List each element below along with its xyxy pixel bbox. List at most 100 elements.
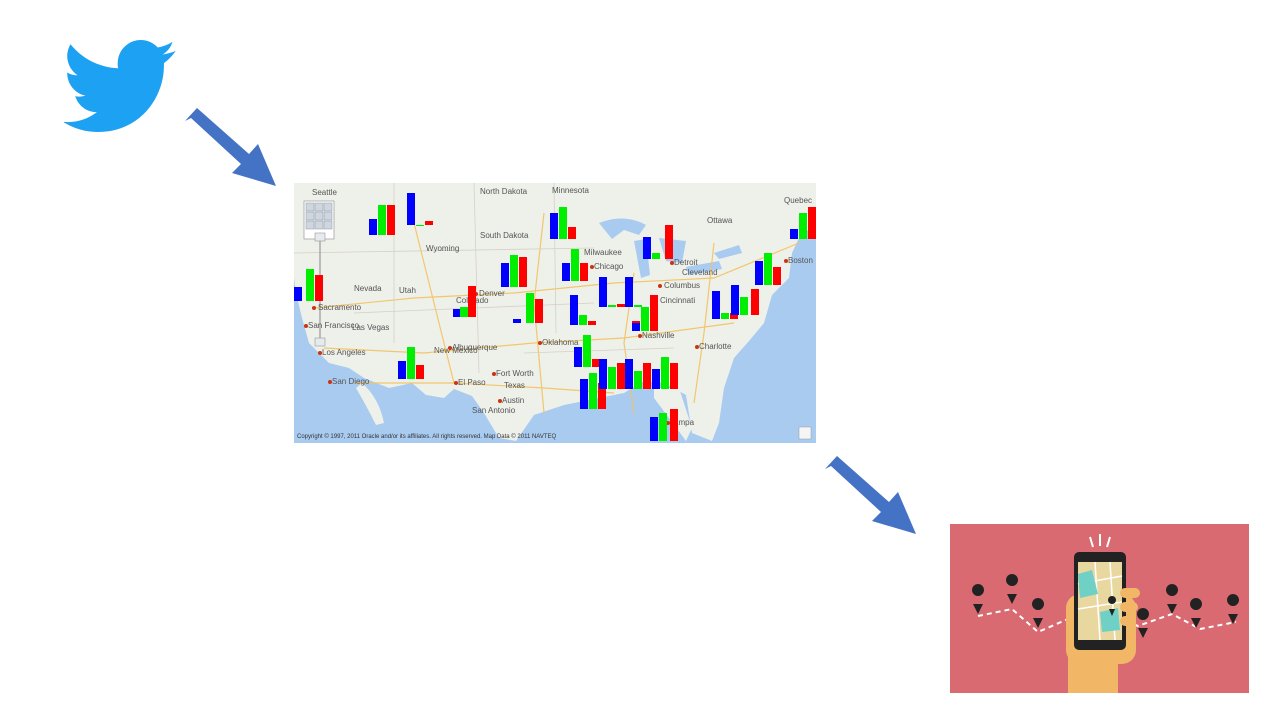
flow-arrow-twitter-to-map: [185, 108, 276, 186]
bar-green: [641, 307, 649, 331]
bar-group: [369, 205, 395, 235]
bar-blue: [599, 359, 607, 389]
bar-red: [808, 207, 816, 239]
bar-blue: [625, 277, 633, 307]
bar-green: [589, 373, 597, 409]
great-lakes: [599, 218, 646, 239]
bar-group: [513, 293, 543, 323]
bar-red: [773, 267, 781, 285]
map-label: Nevada: [354, 284, 382, 293]
map-label: Boston: [788, 256, 813, 265]
bar-group: [731, 285, 759, 315]
bar-green: [661, 357, 669, 389]
bar-green: [416, 225, 424, 226]
map-label: Cincinnati: [660, 296, 695, 305]
map-label: Wyoming: [426, 244, 459, 253]
map-label: Detroit: [674, 258, 698, 267]
bar-red: [643, 363, 651, 389]
bar-red: [580, 263, 588, 281]
bar-blue: [574, 347, 582, 367]
map-label: Albuquerque: [452, 343, 498, 352]
bar-green: [764, 253, 772, 285]
bar-red: [730, 313, 738, 319]
bar-group: [643, 225, 673, 259]
map-label: Tampa: [670, 418, 695, 427]
bar-blue: [712, 291, 720, 319]
bar-green: [659, 413, 667, 441]
map-label: Nashville: [642, 331, 675, 340]
map-label: Columbus: [664, 281, 700, 290]
bar-green: [634, 371, 642, 389]
bar-red: [670, 363, 678, 389]
bar-group: [599, 277, 625, 307]
bar-red: [650, 295, 658, 331]
bar-blue: [407, 193, 415, 225]
bar-green: [378, 205, 386, 235]
map-label: Ottawa: [707, 216, 733, 225]
bar-red: [387, 205, 395, 235]
bar-group: [562, 249, 588, 281]
bar-red: [425, 221, 433, 225]
bar-group: [501, 255, 527, 287]
map-label: New Mexico: [434, 346, 478, 355]
map-label: Sacramento: [318, 303, 362, 312]
bar-blue: [453, 309, 461, 317]
bar-blue: [650, 417, 658, 441]
bar-group: [574, 335, 600, 367]
map-label: Chicago: [594, 262, 624, 271]
bar-red: [535, 299, 543, 323]
bar-group: [570, 295, 596, 325]
bar-group: [599, 359, 625, 389]
bar-green: [721, 313, 729, 319]
bar-green: [571, 249, 579, 281]
bar-blue: [731, 285, 739, 315]
bar-green: [740, 297, 748, 315]
bar-blue: [562, 263, 570, 281]
bar-red: [617, 304, 625, 307]
bar-red: [617, 363, 625, 389]
bar-group: [712, 291, 738, 319]
bar-red: [751, 289, 759, 315]
bar-red: [416, 365, 424, 379]
map-label: Fort Worth: [496, 369, 534, 378]
map-label: Seattle: [312, 188, 337, 197]
map-label: Cleveland: [682, 268, 718, 277]
bar-green: [407, 347, 415, 379]
bar-red: [315, 275, 323, 301]
bar-group: [790, 207, 816, 239]
map-label: Minnesota: [552, 186, 589, 195]
map-label: Milwaukee: [584, 248, 622, 257]
bar-red: [519, 257, 527, 287]
bar-blue: [643, 237, 651, 259]
bar-blue: [294, 287, 302, 301]
bar-group: [550, 207, 576, 239]
map-label: Los Angeles: [322, 348, 366, 357]
phone-map-navigation-icon: [950, 524, 1249, 693]
bar-green: [652, 253, 660, 259]
map-label: El Paso: [458, 378, 486, 387]
bar-blue: [599, 277, 607, 307]
bar-group: [407, 193, 433, 226]
bar-red: [568, 227, 576, 239]
bar-group: [650, 409, 678, 441]
bar-green: [460, 307, 468, 317]
map-expand-icon[interactable]: [798, 426, 812, 440]
map-label: Oklahoma: [542, 338, 579, 347]
bar-blue: [652, 369, 660, 389]
map-label: Utah: [399, 286, 416, 295]
map-label: Austin: [502, 396, 524, 405]
map-label: Las Vegas: [352, 323, 389, 332]
bar-green: [583, 335, 591, 367]
map-label: San Antonio: [472, 406, 516, 415]
map-label: North Dakota: [480, 187, 528, 196]
bar-green: [608, 367, 616, 389]
bar-green: [634, 305, 642, 307]
bar-red: [598, 383, 606, 409]
bar-blue: [580, 379, 588, 409]
map-label: Denver: [479, 289, 505, 298]
bar-green: [608, 305, 616, 307]
bar-group: [755, 253, 781, 285]
bar-blue: [570, 295, 578, 325]
bar-group: [652, 357, 678, 389]
bar-blue: [632, 323, 640, 331]
